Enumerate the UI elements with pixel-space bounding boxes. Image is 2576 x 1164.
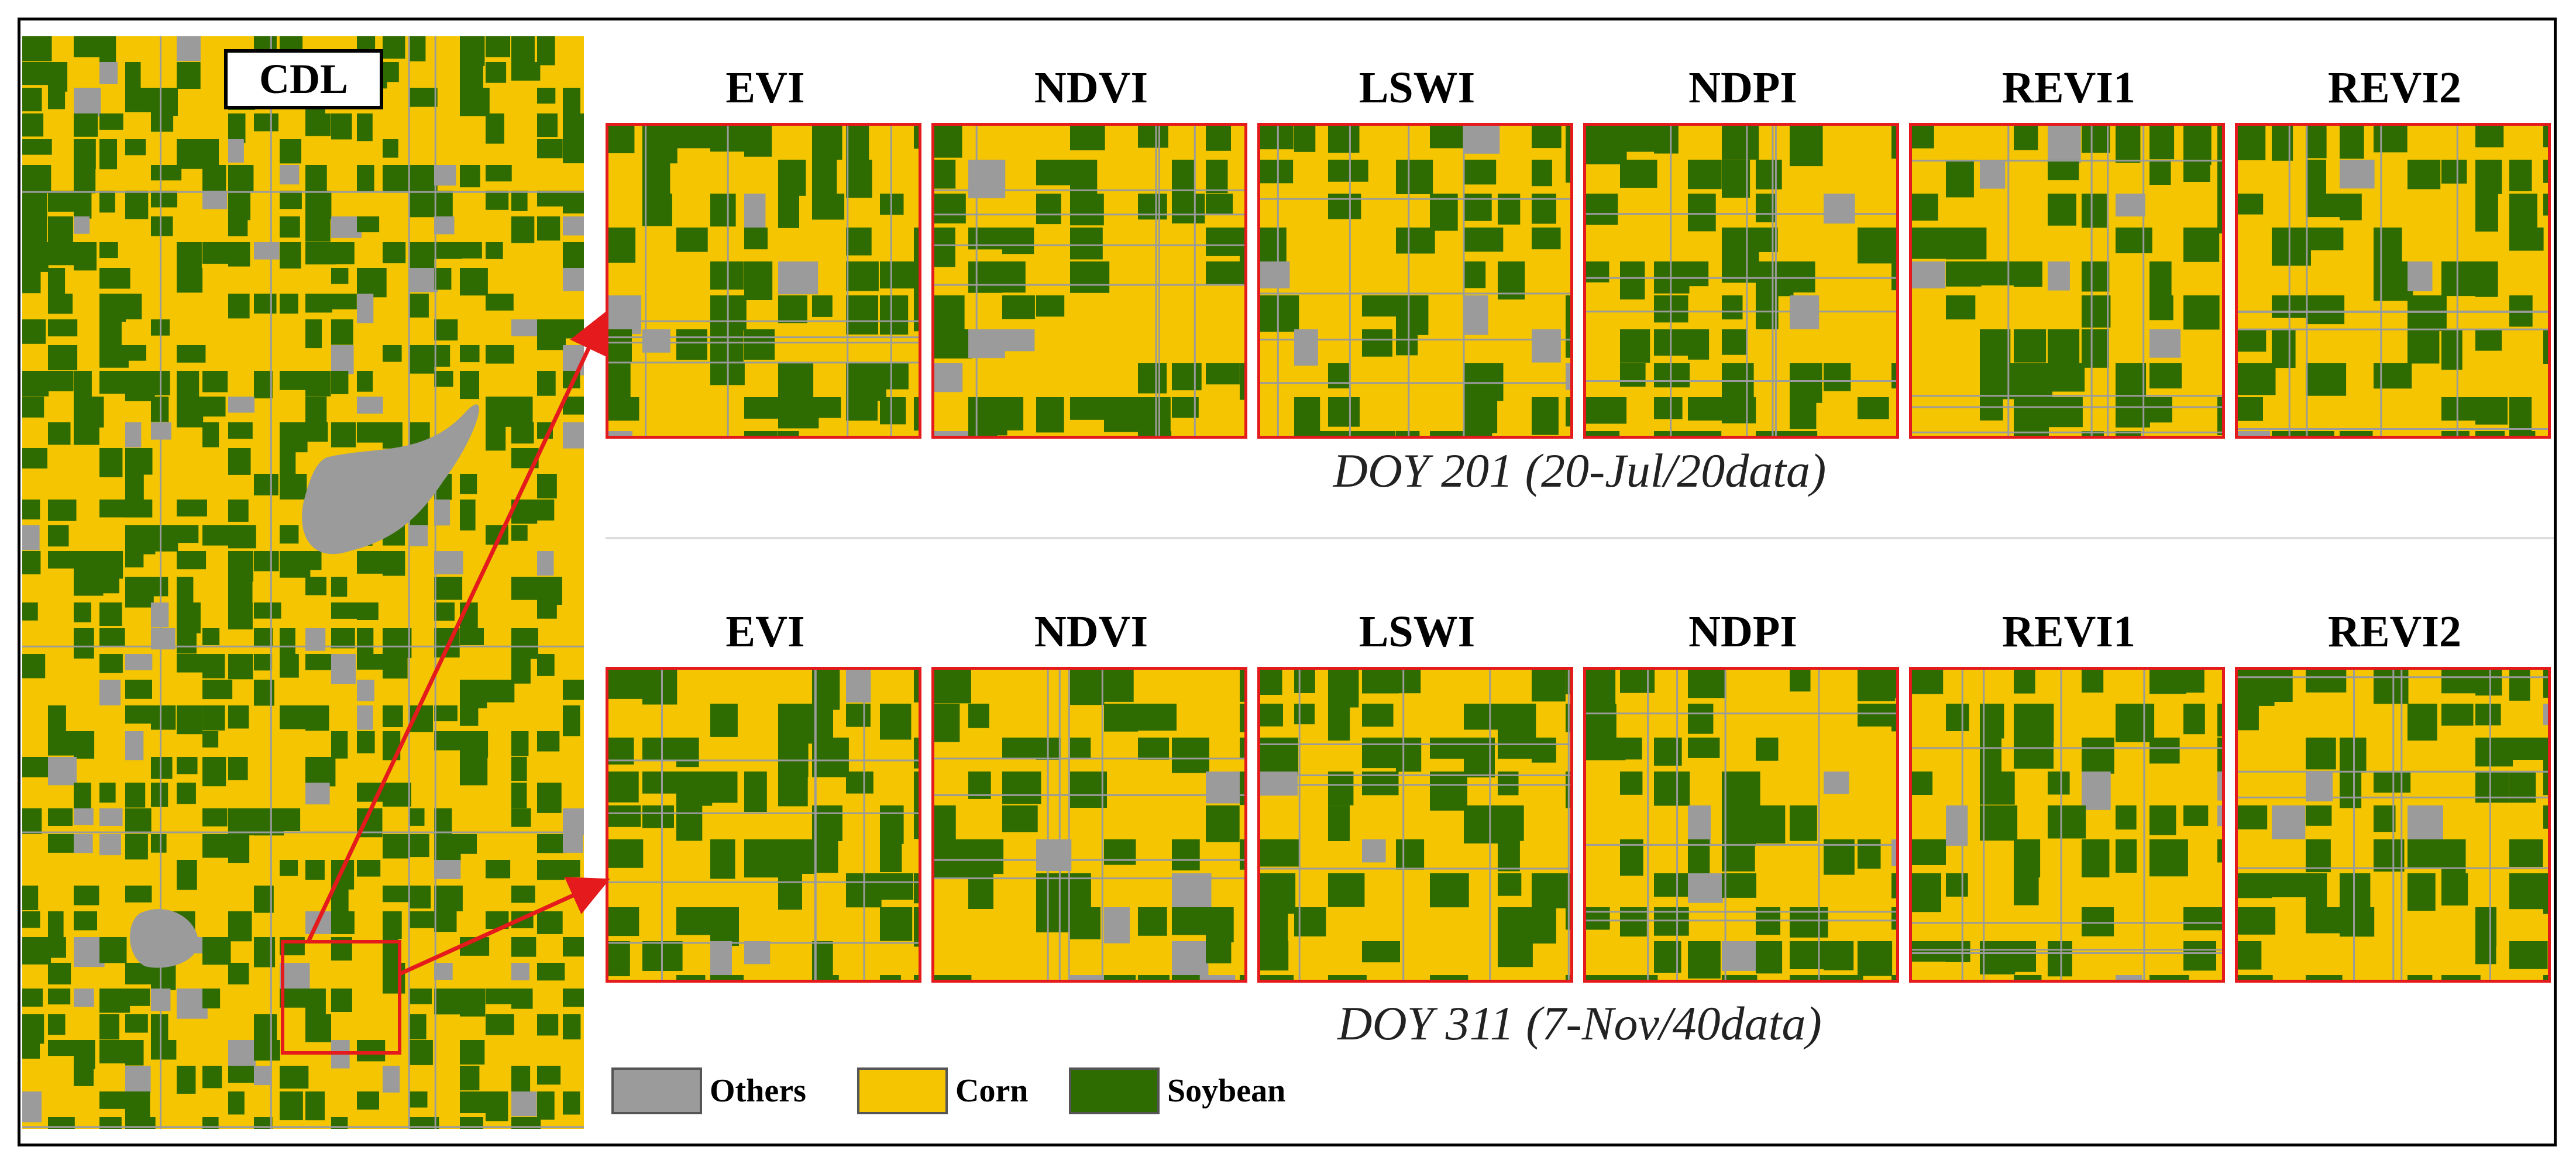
classification-map (1912, 126, 2222, 436)
tile-label-ndvi: NDVI (1034, 607, 1148, 656)
caption-doy-201: DOY 201 (20-Jul/20data) (1333, 444, 1827, 497)
classification-map (1586, 670, 1896, 980)
legend-swatch-others (611, 1067, 702, 1114)
tile-map-revi2-a (2235, 123, 2551, 439)
cdl-overview-map (22, 36, 584, 1129)
classification-map (1260, 670, 1570, 980)
cdl-map-graphic (22, 36, 584, 1129)
tile-label-lswi: LSWI (1358, 607, 1476, 656)
tile-map-lswi-a (1257, 123, 1573, 439)
tile-map-evi-a (606, 123, 921, 439)
tile-map-lswi-b (1257, 667, 1573, 983)
tile-map-evi-b (606, 667, 921, 983)
classification-map (2238, 670, 2548, 980)
legend-swatch-soybean (1069, 1067, 1160, 1114)
tile-label-ndpi: NDPI (1688, 63, 1797, 112)
tile-label-revi2: REVI2 (2327, 607, 2462, 656)
legend-swatch-corn (857, 1067, 948, 1114)
row-divider (606, 537, 2554, 539)
tile-label-evi: EVI (725, 63, 805, 112)
classification-map (608, 126, 919, 436)
tile-label-ndvi: NDVI (1034, 63, 1148, 112)
classification-map (1260, 126, 1570, 436)
legend-label-soybean: Soybean (1167, 1073, 1286, 1109)
tile-label-revi1: REVI1 (2001, 63, 2136, 112)
tile-map-ndpi-b (1583, 667, 1899, 983)
classification-map (1912, 670, 2222, 980)
classification-map (2238, 126, 2548, 436)
legend-label-corn: Corn (955, 1073, 1029, 1109)
tile-map-ndvi-b (931, 667, 1247, 983)
classification-map (608, 670, 919, 980)
tile-map-revi1-a (1909, 123, 2225, 439)
legend-label-others: Others (710, 1073, 806, 1109)
tile-label-evi: EVI (725, 607, 805, 656)
tile-label-lswi: LSWI (1358, 63, 1476, 112)
tile-map-ndvi-a (931, 123, 1247, 439)
classification-map (1586, 126, 1896, 436)
classification-map (934, 126, 1244, 436)
tile-label-ndpi: NDPI (1688, 607, 1797, 656)
tile-map-revi1-b (1909, 667, 2225, 983)
tile-map-ndpi-a (1583, 123, 1899, 439)
classification-map (934, 670, 1244, 980)
tile-map-revi2-b (2235, 667, 2551, 983)
tile-label-revi1: REVI1 (2001, 607, 2136, 656)
tile-label-revi2: REVI2 (2327, 63, 2462, 112)
caption-doy-311: DOY 311 (7-Nov/40data) (1337, 997, 1822, 1050)
cdl-title-label: CDL (224, 49, 383, 109)
